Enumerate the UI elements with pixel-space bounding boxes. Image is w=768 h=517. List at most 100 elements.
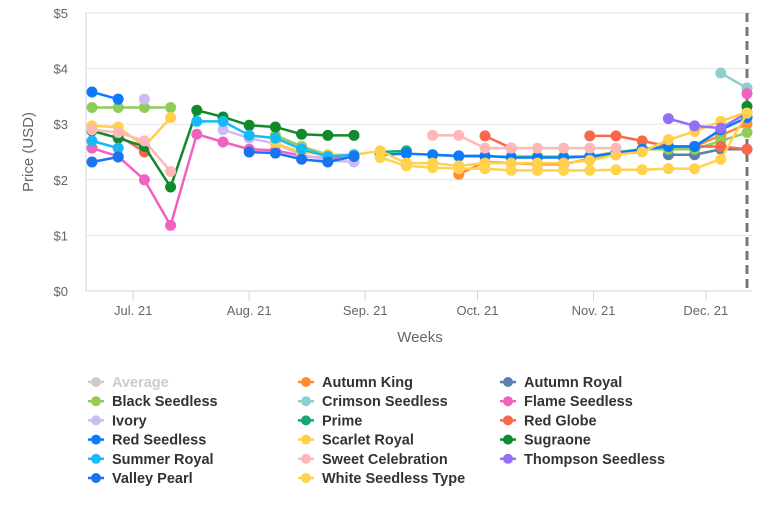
data-point[interactable] <box>112 93 124 105</box>
legend-item[interactable]: Crimson Seedless <box>298 394 448 410</box>
data-point[interactable] <box>427 129 439 141</box>
data-point[interactable] <box>662 113 674 125</box>
data-point[interactable] <box>662 163 674 175</box>
legend-item[interactable]: Average <box>88 375 169 391</box>
data-point[interactable] <box>689 163 701 175</box>
data-point[interactable] <box>662 134 674 146</box>
data-point[interactable] <box>243 146 255 158</box>
data-point[interactable] <box>558 142 570 154</box>
data-point[interactable] <box>112 151 124 163</box>
series-summer-royal[interactable] <box>86 115 360 162</box>
data-point[interactable] <box>112 102 124 114</box>
data-point[interactable] <box>584 142 596 154</box>
data-point[interactable] <box>400 148 412 160</box>
data-point[interactable] <box>715 153 727 165</box>
data-point[interactable] <box>322 129 334 141</box>
legend-item[interactable]: Red Globe <box>500 413 597 429</box>
legend-item[interactable]: White Seedless Type <box>298 471 465 487</box>
data-point[interactable] <box>86 102 98 114</box>
data-point[interactable] <box>610 142 622 154</box>
data-point[interactable] <box>741 88 753 100</box>
data-point[interactable] <box>86 156 98 168</box>
data-point[interactable] <box>689 140 701 152</box>
data-point[interactable] <box>138 174 150 186</box>
data-point[interactable] <box>636 135 648 147</box>
series-red-seedless[interactable] <box>86 86 753 164</box>
legend-item[interactable]: Prime <box>298 413 362 429</box>
data-point[interactable] <box>584 164 596 176</box>
data-point[interactable] <box>531 142 543 154</box>
data-point[interactable] <box>558 164 570 176</box>
data-point[interactable] <box>165 112 177 124</box>
series-sweet-celebration[interactable] <box>86 124 622 177</box>
data-point[interactable] <box>296 153 308 165</box>
data-point[interactable] <box>296 128 308 140</box>
data-point[interactable] <box>138 135 150 147</box>
data-point[interactable] <box>348 129 360 141</box>
data-point[interactable] <box>453 163 465 175</box>
series-black-seedless[interactable] <box>86 102 753 162</box>
data-point[interactable] <box>191 104 203 116</box>
data-point[interactable] <box>191 128 203 140</box>
data-point[interactable] <box>165 102 177 114</box>
data-point[interactable] <box>427 149 439 161</box>
data-point[interactable] <box>217 136 229 148</box>
data-point[interactable] <box>138 102 150 114</box>
data-point[interactable] <box>479 163 491 175</box>
legend-item[interactable]: Red Seedless <box>88 433 206 449</box>
data-point[interactable] <box>453 129 465 141</box>
data-point[interactable] <box>715 122 727 134</box>
data-point[interactable] <box>86 135 98 147</box>
data-point[interactable] <box>400 160 412 172</box>
data-point[interactable] <box>610 130 622 142</box>
data-point[interactable] <box>138 93 150 105</box>
data-point[interactable] <box>269 121 281 133</box>
data-point[interactable] <box>636 146 648 158</box>
data-point[interactable] <box>374 152 386 164</box>
data-point[interactable] <box>243 129 255 141</box>
data-point[interactable] <box>610 164 622 176</box>
data-point[interactable] <box>505 142 517 154</box>
data-point[interactable] <box>217 115 229 127</box>
legend-item[interactable]: Scarlet Royal <box>298 433 414 449</box>
data-point[interactable] <box>584 130 596 142</box>
data-point[interactable] <box>531 164 543 176</box>
data-point[interactable] <box>269 132 281 144</box>
data-point[interactable] <box>505 164 517 176</box>
data-point[interactable] <box>191 115 203 127</box>
legend-item[interactable]: Autumn King <box>298 375 413 391</box>
legend-item[interactable]: Thompson Seedless <box>500 452 665 468</box>
legend-item[interactable]: Summer Royal <box>88 452 214 468</box>
legend-item[interactable]: Black Seedless <box>88 394 218 410</box>
data-point[interactable] <box>741 143 753 155</box>
legend-item[interactable]: Valley Pearl <box>88 471 193 487</box>
data-point[interactable] <box>427 162 439 174</box>
data-point[interactable] <box>243 119 255 131</box>
legend-item[interactable]: Sugraone <box>500 433 591 449</box>
data-point[interactable] <box>479 130 491 142</box>
data-point[interactable] <box>479 142 491 154</box>
legend-item[interactable]: Ivory <box>88 413 147 429</box>
legend-item[interactable]: Flame Seedless <box>500 394 633 410</box>
data-point[interactable] <box>112 127 124 139</box>
legend-item[interactable]: Sweet Celebration <box>298 452 448 468</box>
data-point[interactable] <box>269 147 281 159</box>
series-flame-seedless[interactable] <box>86 88 753 231</box>
data-point[interactable] <box>584 154 596 166</box>
data-point[interactable] <box>217 124 229 136</box>
series-white-seedless-type[interactable] <box>374 107 753 176</box>
data-point[interactable] <box>715 140 727 152</box>
data-point[interactable] <box>348 150 360 162</box>
data-point[interactable] <box>715 67 727 79</box>
data-point[interactable] <box>86 86 98 98</box>
data-point[interactable] <box>165 165 177 177</box>
data-point[interactable] <box>741 107 753 119</box>
data-point[interactable] <box>453 150 465 162</box>
data-point[interactable] <box>112 142 124 154</box>
series-crimson-seedless[interactable] <box>715 67 753 94</box>
data-point[interactable] <box>322 156 334 168</box>
data-point[interactable] <box>86 124 98 136</box>
data-point[interactable] <box>165 219 177 231</box>
data-point[interactable] <box>741 127 753 139</box>
data-point[interactable] <box>296 143 308 155</box>
